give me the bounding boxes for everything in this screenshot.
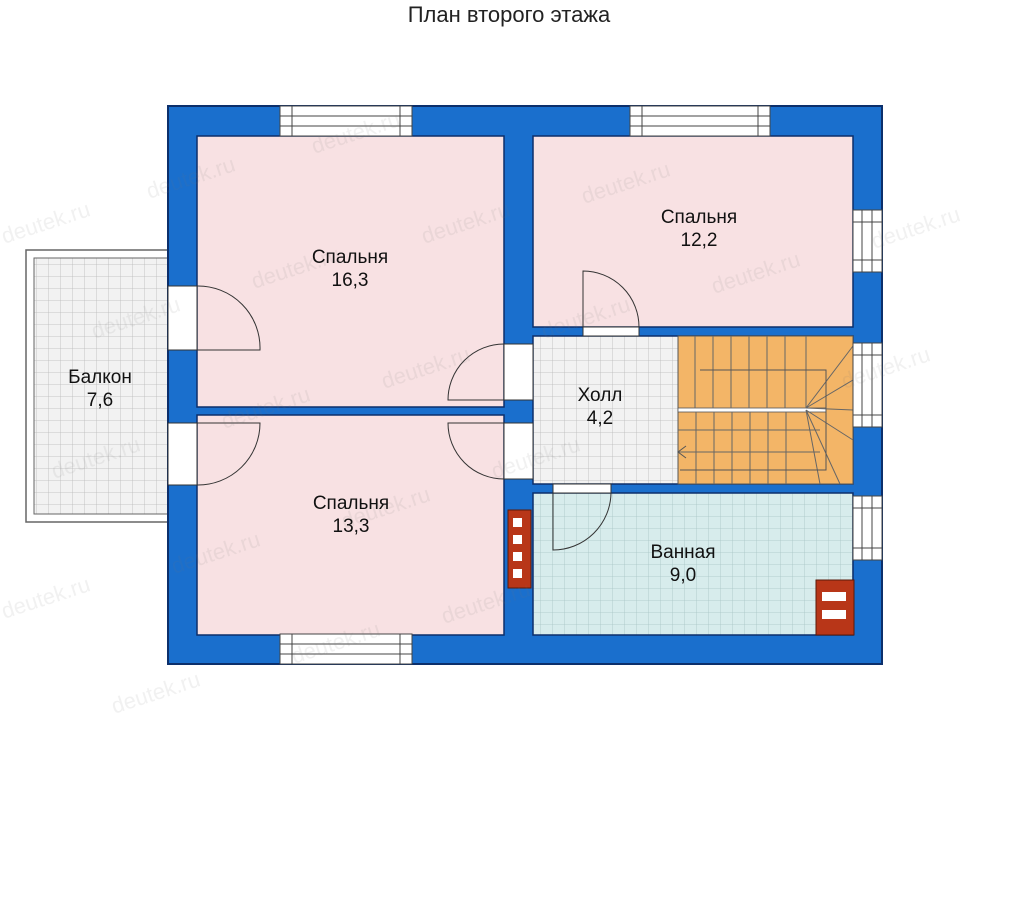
plan-title: План второго этажа	[407, 2, 611, 27]
room-area: 12,2	[680, 230, 718, 251]
room-name: Балкон	[68, 367, 132, 388]
room-label-balcony: Балкон 7,6	[50, 366, 150, 412]
room-name: Спальня	[660, 207, 738, 228]
room-label-bedroom-2: Спальня 12,2	[619, 206, 779, 252]
staircase	[677, 335, 854, 485]
chimney-right	[815, 579, 855, 636]
room-area: 7,6	[86, 390, 114, 411]
room-area: 4,2	[586, 408, 614, 429]
chimney-left	[507, 509, 532, 589]
room-label-bathroom: Ванная 9,0	[623, 541, 743, 587]
room-label-bedroom-3: Спальня 13,3	[271, 492, 431, 538]
room-name: Спальня	[312, 493, 390, 514]
bathroom-floor	[532, 492, 854, 636]
balcony	[25, 249, 171, 523]
bedroom-3-floor	[196, 414, 505, 636]
room-label-hall: Холл 4,2	[550, 384, 650, 430]
windows	[279, 105, 883, 665]
bedroom-2-floor	[532, 135, 854, 328]
room-area: 9,0	[669, 565, 697, 586]
room-label-bedroom-1: Спальня 16,3	[270, 246, 430, 292]
room-name: Холл	[577, 385, 623, 406]
doors	[167, 270, 640, 551]
room-area: 16,3	[331, 270, 369, 291]
room-name: Ванная	[650, 542, 716, 563]
bedroom-1-floor	[196, 135, 505, 408]
room-name: Спальня	[311, 247, 389, 268]
room-area: 13,3	[332, 516, 370, 537]
